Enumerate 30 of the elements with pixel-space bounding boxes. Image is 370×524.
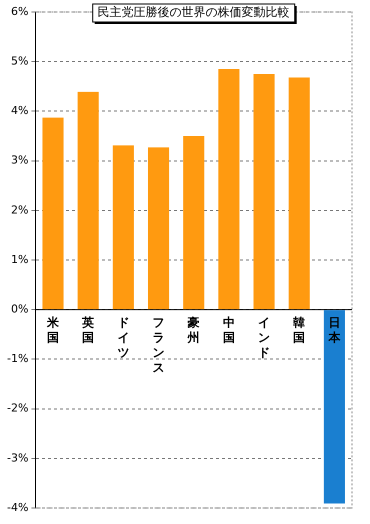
bar bbox=[112, 145, 134, 310]
bar bbox=[288, 77, 310, 310]
y-tick-label: 4% bbox=[10, 104, 28, 118]
bar bbox=[183, 136, 204, 310]
x-tick-label: フランス bbox=[152, 316, 165, 375]
y-tick-label: 1% bbox=[10, 252, 28, 266]
x-tick-label: 豪州 bbox=[186, 316, 200, 345]
x-tick-label: 日本 bbox=[327, 316, 342, 345]
y-tick-label: 5% bbox=[10, 54, 28, 68]
bar bbox=[324, 310, 345, 504]
x-tick-label: 韓国 bbox=[293, 316, 306, 345]
y-tick-label: 2% bbox=[10, 203, 28, 216]
bar bbox=[218, 69, 240, 310]
y-tick-label: 3% bbox=[10, 154, 28, 167]
y-tick-label: -4% bbox=[7, 500, 28, 514]
x-tick-label: 英国 bbox=[81, 316, 94, 345]
chart-title: 民主党圧勝後の世界の株価変動比較 bbox=[98, 5, 290, 20]
y-tick-label: -2% bbox=[7, 402, 28, 415]
x-tick-label: 米国 bbox=[46, 316, 60, 345]
bar bbox=[148, 147, 170, 310]
x-tick-label: インド bbox=[258, 316, 270, 360]
y-tick-label: -3% bbox=[7, 451, 28, 464]
bar bbox=[254, 74, 275, 310]
bar bbox=[78, 92, 99, 310]
y-tick-label: -1% bbox=[7, 352, 28, 366]
x-tick-label: 中国 bbox=[222, 316, 235, 345]
x-tick-label: ドイツ bbox=[117, 316, 130, 360]
bar bbox=[42, 118, 64, 310]
y-tick-label: 6% bbox=[10, 4, 28, 18]
y-tick-label: 0% bbox=[10, 302, 28, 316]
